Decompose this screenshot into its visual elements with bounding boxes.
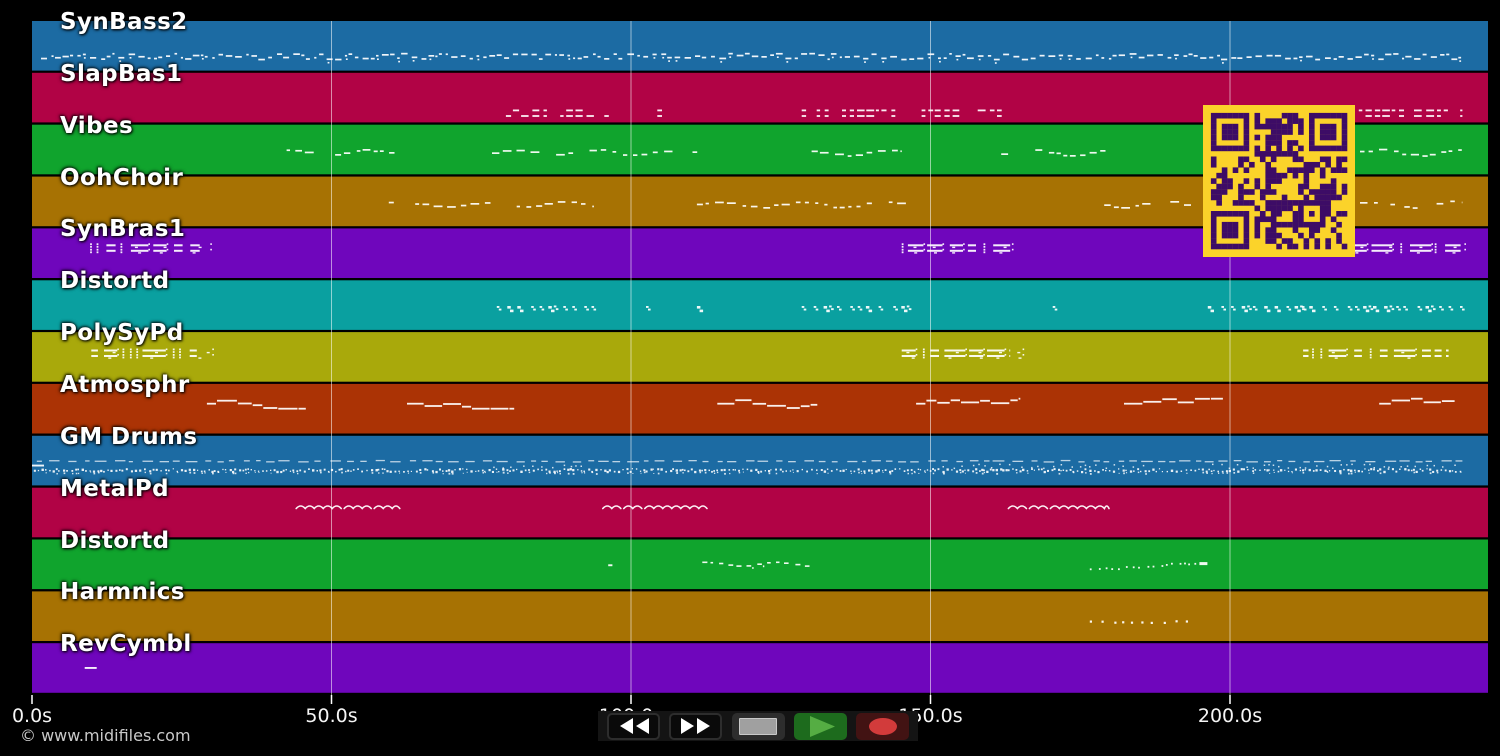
track-label: MetalPd <box>60 475 170 502</box>
track-label: Atmosphr <box>60 371 190 398</box>
track-band <box>32 591 1488 641</box>
stop-button[interactable] <box>731 712 785 740</box>
record-icon <box>868 717 897 735</box>
track-label: SlapBas1 <box>60 60 183 87</box>
track-band <box>32 332 1488 382</box>
track-label: OohChoir <box>60 164 184 191</box>
track-label: SynBras1 <box>60 216 186 243</box>
fast-forward-button[interactable] <box>669 712 723 740</box>
record-button[interactable] <box>856 712 909 740</box>
rewind-icon <box>619 718 649 734</box>
track-label: GM Drums <box>60 423 198 450</box>
axis-tick-label: 200.0s <box>1197 705 1263 727</box>
track-label: Vibes <box>60 112 134 139</box>
track-band <box>32 280 1488 330</box>
stop-icon <box>739 717 777 735</box>
track-band <box>32 487 1488 538</box>
track-label: Harmnics <box>60 579 185 606</box>
qr-code <box>1203 105 1355 257</box>
play-icon <box>809 715 835 737</box>
rewind-button[interactable] <box>607 712 660 740</box>
transport-bar <box>598 711 918 741</box>
track-label: Distortd <box>60 527 170 554</box>
track-label: RevCymbl <box>60 631 192 658</box>
track-band <box>32 435 1488 486</box>
track-label: SynBass2 <box>60 9 188 35</box>
track-band <box>32 21 1488 71</box>
track-label: Distortd <box>60 268 170 295</box>
watermark: © www.midifiles.com <box>20 726 191 745</box>
track-label: PolySyPd <box>60 320 184 347</box>
axis-tick-label: 0.0s <box>11 705 53 727</box>
play-button[interactable] <box>793 712 847 740</box>
axis-tick-label: 50.0s <box>305 705 358 727</box>
fast-forward-icon <box>680 718 710 734</box>
track-band <box>32 643 1488 693</box>
track-band <box>32 383 1488 434</box>
